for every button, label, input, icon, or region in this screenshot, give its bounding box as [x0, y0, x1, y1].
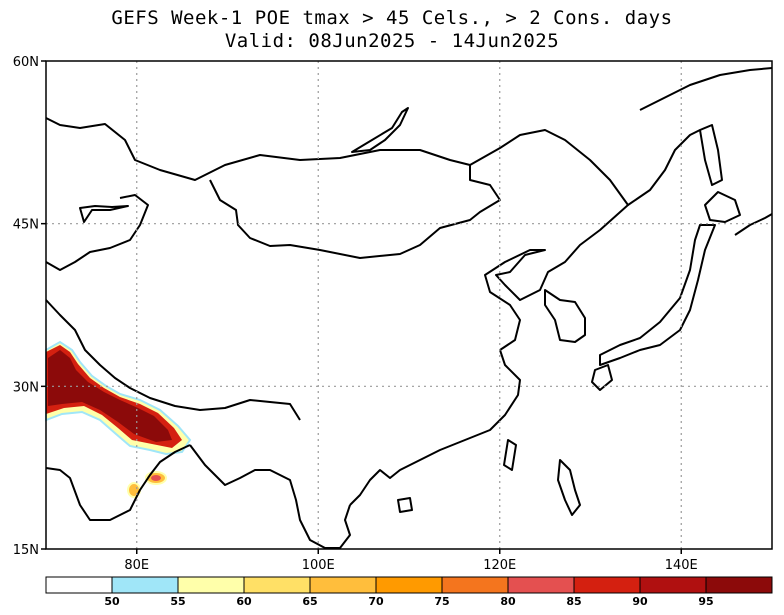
- colorbar-bin: [705, 576, 773, 594]
- japan-hokkaido: [704, 191, 741, 223]
- lake-balkhash: [79, 205, 129, 223]
- prob-spot-1-core: [151, 475, 161, 481]
- lake-baikal: [351, 107, 409, 153]
- taiwan: [503, 439, 517, 471]
- colorbar-bin: [573, 576, 641, 594]
- lat-tick-label: 60N: [13, 55, 39, 70]
- kamchatka-coast: [639, 67, 773, 111]
- colorbar-label: 85: [566, 595, 581, 608]
- philippines-hint: [557, 459, 581, 516]
- colorbar-bin: [309, 576, 377, 594]
- colorbar-label: 75: [434, 595, 449, 608]
- colorbar-label: 50: [104, 595, 120, 608]
- pacific-coast-right: [734, 213, 773, 236]
- colorbar-label: 60: [236, 595, 252, 608]
- coastline-indochina: [189, 444, 351, 549]
- colorbar-bin: [507, 576, 575, 594]
- valid-date-subtitle: Valid: 08Jun2025 - 14Jun2025: [224, 30, 560, 52]
- prob-contour-95: [48, 350, 172, 442]
- probability-field: [45, 340, 192, 498]
- colorbar-label: 90: [632, 595, 648, 608]
- colorbar: 50 55 60 65 70 75 80 85 90 95: [45, 576, 773, 608]
- colorbar-label: 80: [500, 595, 516, 608]
- lon-tick-label: 100E: [302, 558, 335, 573]
- border-west: [45, 194, 149, 271]
- lat-tick-label: 15N: [13, 543, 39, 558]
- korea-peninsula: [544, 289, 586, 343]
- colorbar-bin: [111, 576, 179, 594]
- latitude-labels: 60N 45N 30N 15N: [13, 55, 39, 558]
- lat-tick-label: 30N: [13, 380, 39, 395]
- coastline-india: [45, 444, 191, 521]
- lat-tick-label: 45N: [13, 218, 39, 233]
- colorbar-bin: [45, 576, 113, 594]
- colorbar-bin: [441, 576, 509, 594]
- colorbar-bin: [639, 576, 707, 594]
- japan-honshu: [599, 224, 716, 366]
- sakhalin: [699, 124, 723, 186]
- coastlines-and-borders: [45, 67, 773, 549]
- lon-tick-label: 120E: [483, 558, 516, 573]
- map-gridlines: [46, 61, 772, 549]
- colorbar-bin: [375, 576, 443, 594]
- hainan: [397, 497, 413, 513]
- okhotsk-coast: [627, 129, 701, 206]
- colorbar-label: 55: [170, 595, 185, 608]
- lon-tick-label: 80E: [124, 558, 149, 573]
- longitude-labels: 80E 100E 120E 140E: [124, 558, 697, 573]
- colorbar-bin: [177, 576, 245, 594]
- border-himalaya: [45, 299, 301, 421]
- colorbar-label: 70: [368, 595, 384, 608]
- colorbar-bin: [243, 576, 311, 594]
- map-frame: [45, 60, 773, 550]
- chart-title: GEFS Week-1 POE tmax > 45 Cels., > 2 Con…: [111, 7, 673, 29]
- axis-ticks: [41, 60, 682, 554]
- japan-kyushu: [591, 364, 613, 391]
- colorbar-label: 65: [302, 595, 317, 608]
- colorbar-label: 95: [698, 595, 713, 608]
- coastline-china-east: [349, 129, 629, 506]
- lon-tick-label: 140E: [665, 558, 698, 573]
- coastline-mainland: [45, 117, 501, 259]
